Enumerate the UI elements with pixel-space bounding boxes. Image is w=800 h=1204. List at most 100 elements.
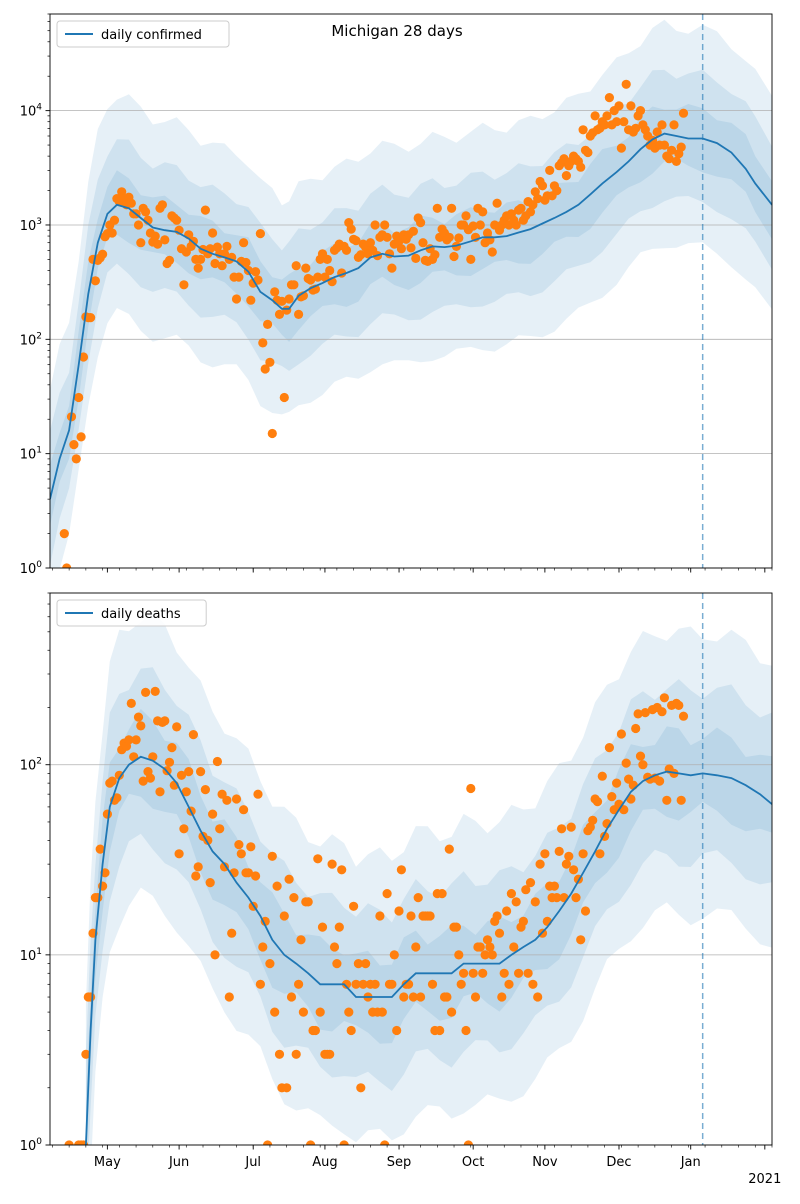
data-point (487, 950, 497, 960)
data-point (537, 181, 548, 191)
data-point (69, 440, 79, 450)
data-point (298, 1007, 308, 1017)
data-point (667, 145, 677, 155)
data-point (200, 785, 210, 795)
data-point (604, 743, 615, 753)
data-point (136, 238, 146, 248)
data-point (406, 243, 416, 253)
data-point (131, 735, 141, 745)
data-point (466, 783, 476, 794)
data-point (296, 935, 306, 945)
data-point (155, 787, 165, 797)
legend-label: daily deaths (101, 607, 181, 622)
data-point (652, 127, 662, 137)
data-point (93, 893, 103, 903)
data-point (246, 295, 256, 305)
y-tick-label: 101 (20, 947, 42, 964)
data-point (523, 968, 533, 978)
data-point (234, 272, 244, 282)
data-point (325, 265, 335, 276)
data-point (212, 756, 222, 767)
legend-box (56, 20, 230, 48)
data-point (109, 215, 120, 225)
data-point (435, 1025, 445, 1036)
data-point (241, 257, 251, 268)
data-point (320, 272, 330, 282)
data-point (514, 968, 524, 978)
y-tick-label: 102 (20, 757, 42, 774)
data-point (260, 364, 270, 374)
data-point (525, 878, 536, 888)
data-point (267, 851, 277, 861)
data-point (294, 309, 304, 319)
data-point (528, 979, 538, 989)
data-point (678, 108, 689, 118)
data-point (62, 563, 72, 568)
data-point (306, 1140, 316, 1145)
data-point (454, 950, 464, 960)
data-point (246, 842, 256, 852)
data-point (576, 935, 586, 945)
data-point (382, 889, 392, 899)
data-point (243, 265, 253, 276)
data-point (580, 906, 591, 916)
data-point (470, 992, 481, 1002)
data-point (114, 770, 124, 780)
series-line (85, 755, 772, 1145)
data-point (64, 1140, 74, 1145)
legend-label: daily confirmed (101, 28, 202, 43)
data-point (561, 859, 572, 869)
data-point (265, 959, 275, 969)
deaths-panel: 100 101 102 May Jun Jul Aug Sep Oct Nov Dec Jan 2021… (20, 592, 781, 1187)
data-point (442, 992, 452, 1002)
data-point (569, 865, 579, 875)
data-point (361, 959, 371, 969)
data-point (164, 255, 175, 265)
data-point (389, 950, 399, 960)
data-point (432, 203, 442, 213)
data-point (494, 928, 505, 938)
data-point (387, 263, 397, 273)
data-point (181, 787, 191, 797)
data-point (150, 231, 160, 241)
data-point (578, 849, 588, 859)
data-point (583, 147, 593, 158)
uncertainty-band-1 (85, 611, 772, 1145)
data-point (564, 851, 574, 861)
plot-frame (49, 13, 773, 569)
data-point (90, 276, 100, 286)
data-point (487, 247, 497, 257)
data-point (482, 935, 493, 945)
data-point (274, 1049, 285, 1059)
plot-frame (49, 592, 773, 1146)
data-point (592, 797, 603, 807)
uncertainty-bands (85, 611, 772, 1145)
data-point (112, 793, 122, 803)
data-point (231, 794, 242, 804)
data-point (506, 889, 516, 899)
data-point (631, 123, 641, 133)
data-point (671, 156, 682, 166)
data-point (251, 871, 261, 881)
x-tick-label: Jun (168, 1155, 189, 1170)
data-point (559, 154, 569, 164)
data-point (411, 942, 421, 952)
data-point (466, 254, 476, 264)
y-tick-label: 100 (20, 1137, 43, 1154)
data-point (535, 859, 545, 869)
data-point (427, 979, 438, 989)
data-point (353, 959, 363, 969)
data-point (267, 428, 277, 439)
data-point (255, 979, 265, 989)
data-point (205, 878, 215, 888)
data-point (406, 911, 416, 921)
data-point (377, 1007, 387, 1017)
data-point (315, 1007, 325, 1017)
data-point (210, 258, 220, 269)
data-point (138, 776, 148, 786)
x-tick-label: Nov (532, 1155, 558, 1170)
data-point (344, 1007, 354, 1017)
data-point (351, 979, 361, 989)
data-point (188, 730, 198, 740)
data-point (95, 844, 105, 854)
